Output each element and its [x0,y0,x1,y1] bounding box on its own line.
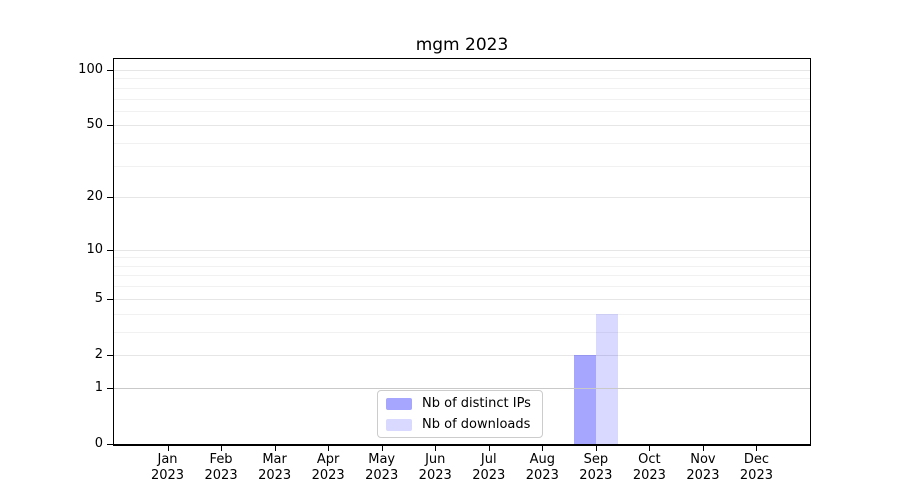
year-label: 2023 [579,468,613,483]
y-tick [107,197,113,199]
gridline-minor [114,286,810,288]
x-tick-label: Oct 2023 [619,452,679,484]
x-tick [649,446,651,451]
x-tick-label: May 2023 [352,452,412,484]
legend-row: Nb of distinct IPs [386,395,542,413]
x-tick [756,446,758,451]
y-tick [107,387,113,389]
year-label: 2023 [525,468,559,483]
y-tick-label: 50 [86,117,103,133]
chart-title: mgm 2023 [415,35,509,55]
y-tick-label: 20 [86,189,103,205]
x-tick [542,446,544,451]
legend-swatch-downloads [386,418,412,431]
legend-row: Nb of downloads [386,416,542,434]
bar-distinct-ips [573,354,596,444]
x-tick [488,446,490,451]
legend: Nb of distinct IPs Nb of downloads [377,390,543,438]
month-label: Apr [316,452,340,467]
y-tick [107,354,113,356]
year-label: 2023 [739,468,773,483]
year-label: 2023 [686,468,720,483]
year-label: 2023 [204,468,238,483]
gridline-minor [114,98,810,100]
plot-area [114,59,810,444]
x-tick-label: Jan 2023 [138,452,198,484]
legend-label: Nb of downloads [422,417,531,432]
x-tick [435,446,437,451]
spine-bottom [113,444,811,446]
gridline-major [114,69,810,71]
x-tick [595,446,597,451]
y-tick [107,298,113,300]
gridline-major [114,354,810,356]
month-label: Aug [529,452,555,467]
month-label: Dec [743,452,770,467]
y-tick [107,444,113,445]
gridline-major [114,125,810,127]
gridline-minor [114,110,810,112]
month-label: Mar [262,452,287,467]
month-label: Feb [209,452,233,467]
year-label: 2023 [418,468,452,483]
x-tick-label: Jul 2023 [459,452,519,484]
gridline-emphasized [114,387,810,389]
gridline-minor [114,78,810,80]
gridline-minor [114,275,810,277]
y-tick-label: 0 [94,436,103,451]
month-label: Jul [480,452,497,467]
month-label: Sep [583,452,609,467]
gridline-major [114,249,810,251]
x-tick [702,446,704,451]
year-label: 2023 [150,468,185,483]
gridline-major [114,298,810,300]
year-label: 2023 [472,468,506,483]
gridline-minor [114,87,810,89]
x-tick-label: Mar 2023 [245,452,305,484]
month-label: May [368,452,396,467]
year-label: 2023 [258,468,292,483]
year-label: 2023 [632,468,666,483]
x-tick-label: Apr 2023 [298,452,358,484]
legend-label: Nb of distinct IPs [422,396,531,411]
gridline-minor [114,331,810,333]
gridline-minor [114,265,810,267]
x-tick [381,446,383,451]
x-tick [328,446,330,451]
y-tick [107,125,113,127]
x-tick-label: Feb 2023 [191,452,251,484]
year-label: 2023 [365,468,399,483]
spine-left [113,58,114,445]
bar-downloads [595,313,618,444]
y-tick [107,69,113,71]
month-label: Nov [690,452,716,467]
x-tick [274,446,276,451]
y-tick-label: 5 [94,290,103,306]
gridline-minor [114,257,810,259]
y-tick-label: 10 [86,241,103,257]
month-label: Jan [157,452,178,467]
y-tick-label: 1 [94,379,103,395]
x-tick-label: Jun 2023 [405,452,465,484]
month-label: Jun [425,452,446,467]
spine-right [810,58,811,445]
x-tick-label: Aug 2023 [512,452,572,484]
gridline-minor [114,165,810,167]
y-tick [107,249,113,251]
x-tick [221,446,223,451]
x-tick-label: Dec 2023 [726,452,786,484]
x-tick [167,446,169,451]
year-label: 2023 [311,468,345,483]
gridline-major [114,197,810,199]
y-tick-label: 100 [78,61,103,77]
legend-swatch-distinct-ips [386,397,412,410]
spine-top [113,58,811,59]
x-tick-label: Nov 2023 [673,452,733,484]
month-label: Oct [638,452,661,467]
x-tick-label: Sep 2023 [566,452,626,484]
gridline-minor [114,313,810,315]
gridline-minor [114,143,810,144]
y-tick-label: 2 [94,346,103,362]
